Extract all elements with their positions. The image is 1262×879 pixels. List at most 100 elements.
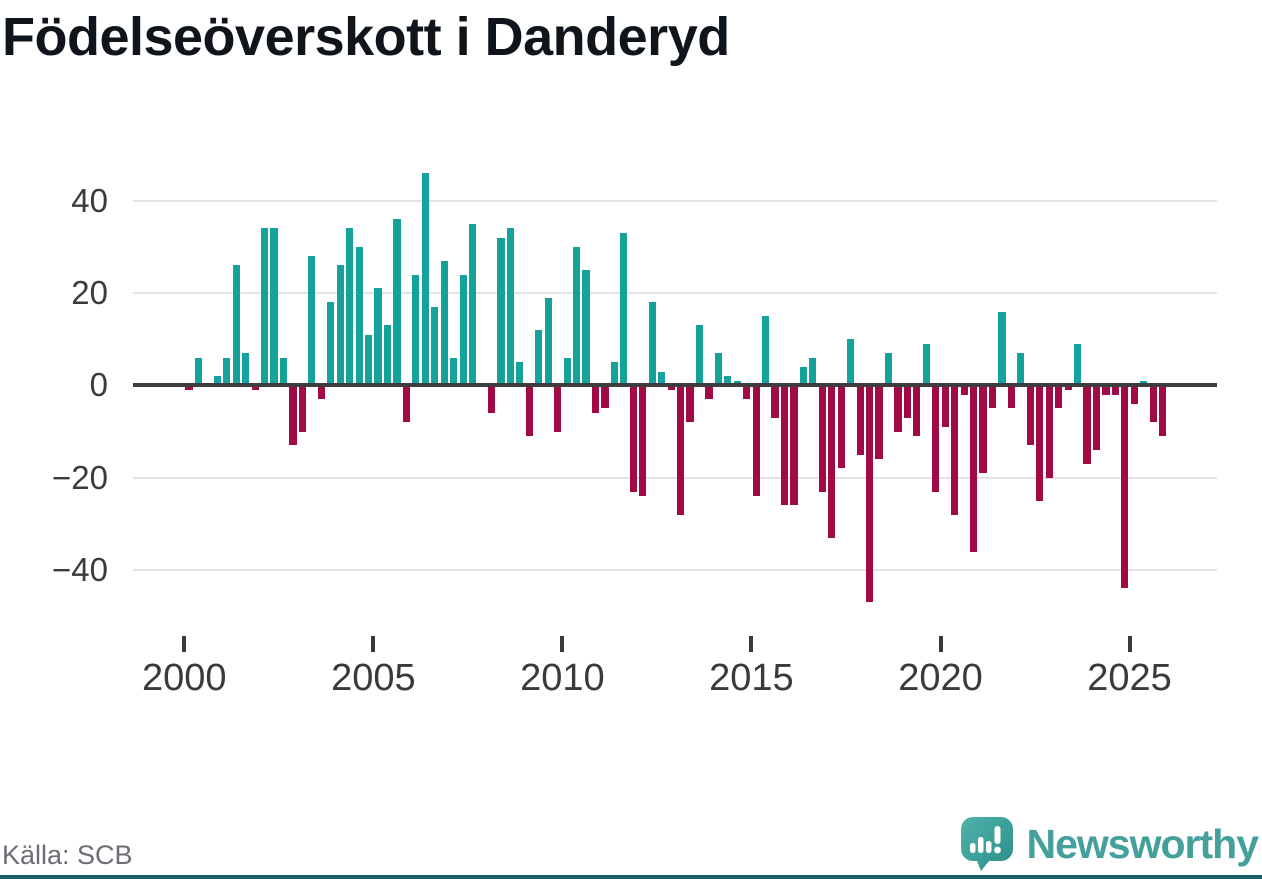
bar-2021-q4 bbox=[1007, 385, 1015, 409]
bar-2000-q4 bbox=[213, 376, 221, 386]
y-axis-label: 40 bbox=[71, 181, 108, 219]
gridline--40 bbox=[133, 569, 1217, 571]
y-axis-label: 20 bbox=[71, 274, 108, 312]
bar-2001-q1 bbox=[223, 357, 231, 386]
zero-axis-line bbox=[133, 383, 1217, 388]
x-tick-2020 bbox=[938, 636, 943, 652]
x-tick-label-2025: 2025 bbox=[1087, 657, 1172, 699]
x-tick-label-2015: 2015 bbox=[709, 657, 794, 699]
x-tick-label-2020: 2020 bbox=[898, 657, 983, 699]
x-tick-2000 bbox=[182, 636, 187, 652]
bar-2003-q1 bbox=[298, 385, 307, 432]
bar-2009-q2 bbox=[535, 330, 543, 386]
bar-2017-q1 bbox=[828, 385, 836, 538]
bar-2009-q3 bbox=[544, 297, 552, 386]
bar-2009-q4 bbox=[554, 385, 562, 432]
bar-2014-q4 bbox=[743, 385, 751, 400]
bar-2004-q2 bbox=[346, 228, 354, 386]
bar-2006-q4 bbox=[440, 260, 448, 386]
bar-2007-q2 bbox=[459, 274, 467, 386]
bar-2013-q2 bbox=[686, 385, 694, 423]
bar-2013-q4 bbox=[705, 385, 713, 400]
bar-2008-q1 bbox=[487, 385, 496, 414]
x-tick-2010 bbox=[560, 636, 565, 652]
bar-2022-q4 bbox=[1045, 385, 1053, 478]
bar-2002-q4 bbox=[289, 385, 297, 446]
x-tick-2015 bbox=[749, 636, 754, 652]
bar-2018-q3 bbox=[884, 353, 893, 386]
bar-2014-q1 bbox=[714, 353, 722, 386]
bar-2007-q1 bbox=[450, 357, 458, 386]
bar-2007-q3 bbox=[469, 223, 477, 386]
bar-2008-q3 bbox=[506, 228, 514, 386]
bar-2016-q3 bbox=[809, 357, 817, 386]
bar-2006-q3 bbox=[431, 306, 439, 386]
bar-2025-q2 bbox=[1140, 380, 1148, 386]
bar-2024-q3 bbox=[1111, 385, 1119, 395]
bar-2003-q4 bbox=[327, 302, 335, 386]
bar-2008-q4 bbox=[516, 362, 524, 386]
bar-2001-q4 bbox=[251, 385, 259, 390]
bar-2002-q1 bbox=[261, 228, 269, 386]
bar-2004-q1 bbox=[336, 265, 344, 386]
bar-2012-q3 bbox=[658, 371, 666, 386]
y-axis-label: −40 bbox=[52, 551, 108, 588]
bar-2018-q1 bbox=[866, 385, 874, 603]
bar-2014-q3 bbox=[733, 380, 741, 386]
bar-2019-q3 bbox=[922, 343, 930, 386]
bar-2005-q1 bbox=[374, 288, 382, 386]
bar-2021-q3 bbox=[998, 311, 1006, 386]
bar-2002-q2 bbox=[270, 228, 278, 386]
bar-2018-q2 bbox=[875, 385, 883, 460]
x-tick-2005 bbox=[371, 636, 376, 652]
y-axis-label: 0 bbox=[89, 366, 108, 404]
newsworthy-wordmark: Newsworthy bbox=[1026, 821, 1259, 867]
bar-2003-q3 bbox=[317, 385, 325, 400]
bar-2002-q3 bbox=[279, 357, 288, 386]
bar-2022-q2 bbox=[1026, 385, 1034, 446]
bar-2017-q2 bbox=[837, 385, 845, 469]
bar-2016-q1 bbox=[790, 385, 798, 506]
bar-2021-q1 bbox=[979, 385, 987, 474]
bar-2025-q3 bbox=[1149, 385, 1157, 423]
x-tick-2025 bbox=[1127, 636, 1132, 652]
bar-2005-q2 bbox=[383, 325, 392, 386]
bar-2005-q4 bbox=[402, 385, 411, 423]
bar-2012-q2 bbox=[648, 302, 656, 386]
bar-2012-q4 bbox=[667, 385, 675, 390]
bar-2025-q1 bbox=[1130, 385, 1138, 404]
bar-2013-q3 bbox=[695, 325, 704, 386]
bar-2024-q4 bbox=[1121, 385, 1129, 589]
x-tick-label-2000: 2000 bbox=[142, 657, 227, 699]
bar-2010-q1 bbox=[563, 357, 571, 386]
bar-2022-q1 bbox=[1017, 353, 1025, 386]
bar-2000-q1 bbox=[185, 385, 193, 390]
gridline--20 bbox=[133, 476, 1217, 479]
bar-2010-q4 bbox=[591, 385, 600, 414]
bottom-accent-bar bbox=[0, 875, 1262, 879]
bar-2011-q1 bbox=[601, 385, 609, 409]
bar-2005-q3 bbox=[393, 219, 401, 386]
bar-2015-q2 bbox=[762, 316, 770, 386]
bar-2003-q2 bbox=[308, 256, 316, 386]
bar-2022-q3 bbox=[1036, 385, 1044, 501]
bar-2004-q4 bbox=[365, 334, 373, 386]
bar-2001-q2 bbox=[232, 265, 240, 386]
bar-2024-q2 bbox=[1102, 385, 1110, 395]
bar-2011-q2 bbox=[610, 362, 618, 386]
gridline-40 bbox=[133, 199, 1217, 202]
bar-2023-q2 bbox=[1064, 385, 1072, 390]
gridline-20 bbox=[133, 292, 1217, 295]
bar-2013-q1 bbox=[676, 385, 685, 515]
bar-2024-q1 bbox=[1092, 385, 1101, 450]
bar-2004-q3 bbox=[355, 246, 363, 386]
bar-2021-q2 bbox=[988, 385, 997, 409]
bar-2009-q1 bbox=[525, 385, 533, 437]
bar-2011-q3 bbox=[620, 233, 628, 386]
bar-2020-q3 bbox=[960, 385, 968, 395]
bar-2015-q1 bbox=[752, 385, 760, 497]
bar-2025-q4 bbox=[1159, 385, 1167, 437]
bar-2016-q4 bbox=[818, 385, 826, 492]
